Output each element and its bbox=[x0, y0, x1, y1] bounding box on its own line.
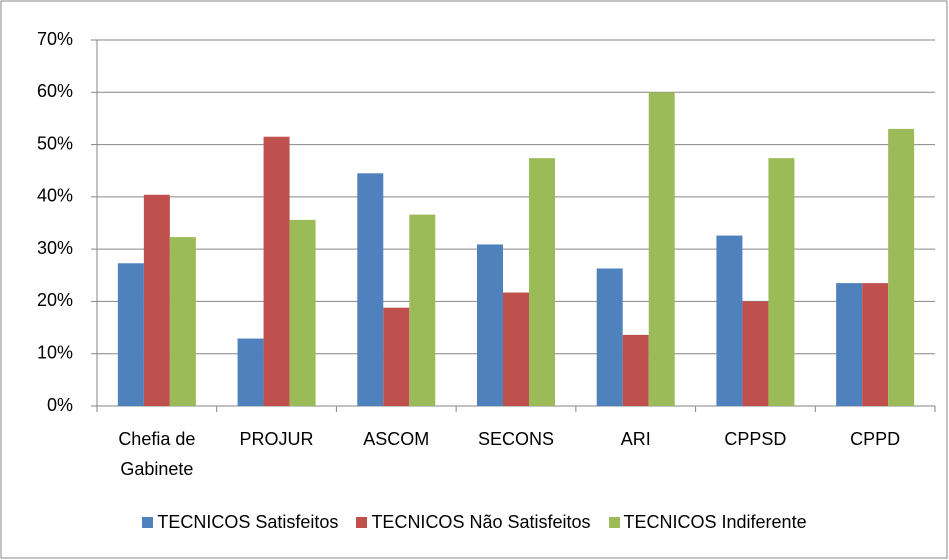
legend-item: TECNICOS Satisfeitos bbox=[142, 512, 338, 533]
bar bbox=[716, 235, 743, 406]
x-tick-label: Chefia de Gabinete bbox=[118, 429, 196, 479]
legend-label: TECNICOS Indiferente bbox=[623, 512, 807, 532]
bar bbox=[503, 292, 529, 406]
bar bbox=[289, 219, 316, 406]
bar bbox=[169, 237, 196, 406]
x-tick-label: PROJUR bbox=[239, 429, 314, 449]
x-tick-label: CPPSD bbox=[724, 429, 787, 449]
bar bbox=[409, 214, 436, 406]
bar bbox=[596, 268, 623, 406]
y-tick-label: 30% bbox=[37, 238, 73, 258]
bar bbox=[529, 158, 555, 406]
bar bbox=[263, 136, 290, 406]
bar bbox=[117, 263, 144, 406]
y-tick-label: 0% bbox=[47, 395, 73, 415]
y-tick-label: 10% bbox=[37, 342, 73, 362]
x-tick-label: ASCOM bbox=[363, 429, 430, 449]
bar bbox=[836, 283, 863, 406]
legend-swatch bbox=[608, 517, 620, 528]
bar bbox=[237, 338, 264, 406]
legend-item: TECNICOS Indiferente bbox=[608, 512, 807, 533]
bar bbox=[477, 244, 503, 406]
y-tick-label: 70% bbox=[37, 29, 73, 49]
bar bbox=[143, 194, 170, 406]
y-tick-label: 40% bbox=[37, 186, 73, 206]
bar bbox=[622, 334, 649, 406]
legend-swatch bbox=[142, 517, 154, 528]
x-tick-label: ARI bbox=[620, 429, 651, 449]
bar bbox=[357, 173, 384, 406]
bar bbox=[888, 128, 915, 406]
bar bbox=[648, 92, 675, 407]
legend-label: TECNICOS Satisfeitos bbox=[157, 512, 339, 532]
legend: TECNICOS Satisfeitos TECNICOS Não Satisfe… bbox=[0, 512, 949, 533]
legend-swatch bbox=[356, 517, 368, 528]
legend-item: TECNICOS Não Satisfeitos bbox=[356, 512, 591, 533]
y-tick-label: 20% bbox=[37, 290, 73, 310]
bar bbox=[862, 283, 889, 406]
legend-label: TECNICOS Não Satisfeitos bbox=[371, 512, 591, 532]
bar bbox=[742, 301, 769, 406]
bar bbox=[383, 307, 410, 406]
y-tick-label: 50% bbox=[37, 133, 73, 153]
bar bbox=[768, 158, 795, 406]
x-tick-label: SECONS bbox=[477, 429, 555, 449]
x-tick-label: CPPD bbox=[850, 429, 901, 449]
y-tick-label: 60% bbox=[37, 81, 73, 101]
